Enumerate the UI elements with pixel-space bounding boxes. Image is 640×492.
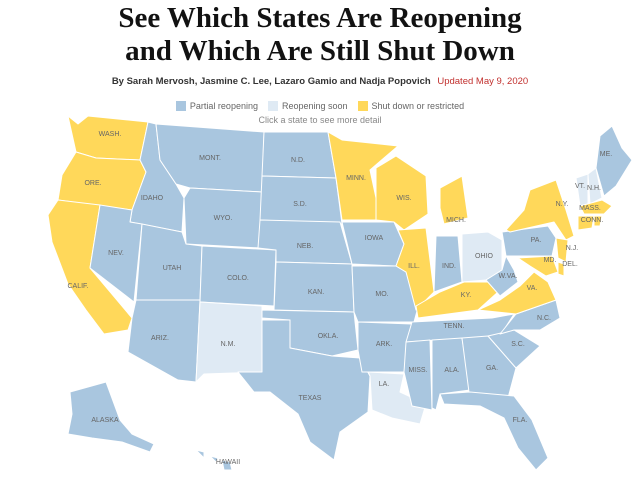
state-sd[interactable] [259,175,343,225]
updated-date: Updated May 9, 2020 [437,76,529,87]
state-ri[interactable] [593,215,603,227]
state-md[interactable] [517,255,559,277]
headline: See Which States Are Reopening and Which… [0,2,640,68]
state-fl[interactable] [439,391,549,471]
state-nj[interactable] [555,237,569,263]
state-ma[interactable] [579,199,613,215]
state-ks[interactable] [273,261,355,313]
state-me[interactable] [595,125,633,197]
headline-line-1: See Which States Are Reopening [118,2,522,34]
map-legend: Partial reopening Reopening soon Shut do… [0,101,640,111]
legend-label-partial: Partial reopening [189,101,258,111]
state-tx[interactable] [237,319,371,461]
legend-item-partial[interactable]: Partial reopening [175,101,258,111]
state-wv[interactable] [485,255,519,297]
state-label-de: DEL. [562,261,578,268]
state-ms[interactable] [403,339,433,411]
state-de[interactable] [557,261,565,277]
state-ar[interactable] [357,321,413,373]
legend-item-soon[interactable]: Reopening soon [267,101,348,111]
state-wi[interactable] [375,155,429,231]
state-va[interactable] [477,271,557,315]
state-ga[interactable] [461,335,517,401]
state-az[interactable] [127,299,201,383]
state-ia[interactable] [341,221,405,267]
state-hi[interactable] [195,449,233,471]
state-ny[interactable] [505,179,575,241]
legend-item-shut[interactable]: Shut down or restricted [357,101,465,111]
state-nh[interactable] [587,167,603,205]
state-nm[interactable] [195,301,263,383]
legend-swatch-soon [267,101,278,111]
state-il[interactable] [395,227,435,311]
legend-label-shut: Shut down or restricted [371,101,465,111]
legend-label-soon: Reopening soon [281,101,348,111]
state-la[interactable] [367,371,427,425]
state-ak[interactable] [67,381,155,453]
state-wy[interactable] [183,187,263,249]
state-ct[interactable] [577,215,595,231]
legend-swatch-partial [175,101,186,111]
byline-authors: By Sarah Mervosh, Jasmine C. Lee, Lazaro… [111,76,431,87]
byline: By Sarah Mervosh, Jasmine C. Lee, Lazaro… [0,76,640,87]
legend-swatch-shut [357,101,368,111]
map-hint: Click a state to see more detail [258,115,382,125]
headline-line-2: and Which Are Still Shut Down [125,35,515,67]
state-co[interactable] [199,245,277,307]
state-mi[interactable] [439,175,469,225]
state-nd[interactable] [261,131,337,179]
state-vt[interactable] [575,173,589,207]
state-in[interactable] [433,235,463,293]
state-pa[interactable] [501,225,557,257]
